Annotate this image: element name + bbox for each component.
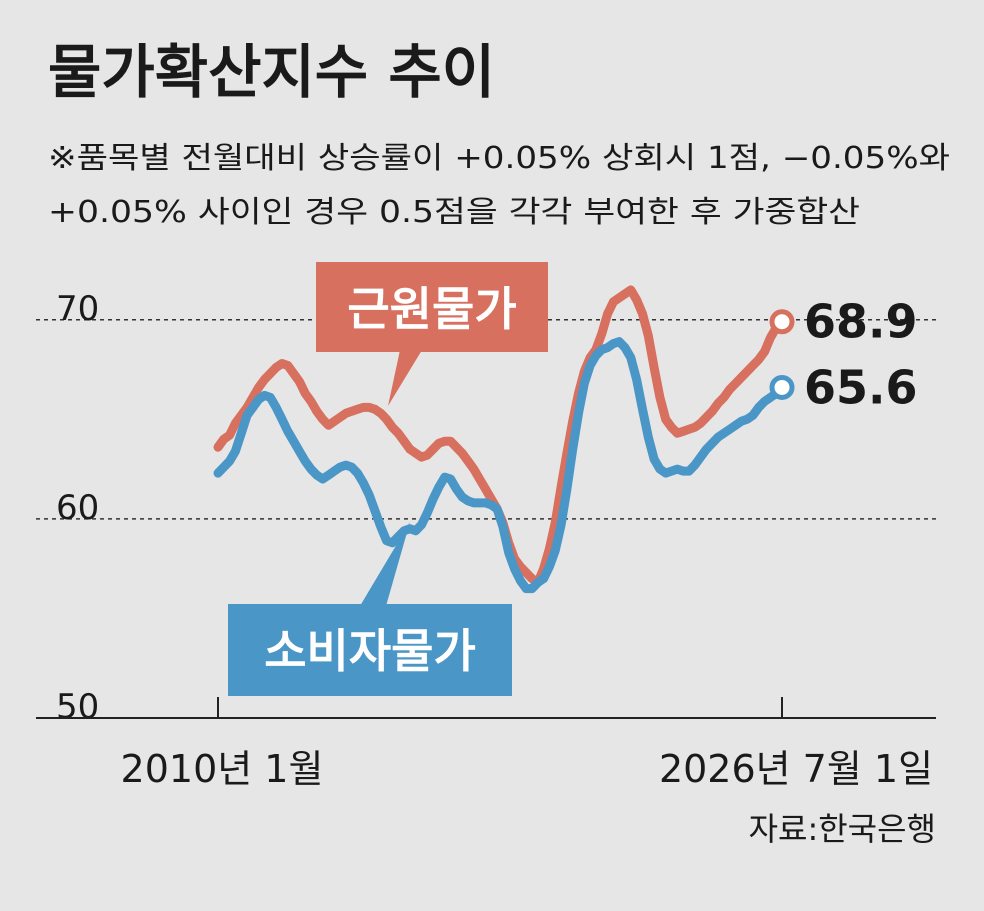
end-value-core: 68.9 (804, 295, 918, 349)
callout-pointer-core (388, 350, 422, 406)
callout-box-cpi (228, 604, 512, 696)
x-axis-label-start: 2010년 1월 (121, 747, 324, 791)
callout-box-core (316, 262, 548, 352)
x-axis-label-end: 2026년 7월 1일 (659, 747, 933, 791)
series-label-core: 근원물가 (347, 282, 516, 336)
source-note: 자료:한국은행 (749, 810, 936, 848)
chart-note-line-1: ※품목별 전월대비 상승률이 +0.05% 상회시 1점, −0.05%와 (48, 141, 950, 176)
end-point-cpi (769, 374, 795, 400)
series-label-cpi: 소비자물가 (264, 624, 476, 678)
y-tick-label: 50 (56, 687, 99, 727)
callout-pointer-cpi (360, 522, 410, 606)
y-axis-ticks: 70 60 50 (56, 289, 99, 727)
chart-note-line-2: +0.05% 사이인 경우 0.5점을 각각 부여한 후 가중합산 (48, 195, 860, 230)
end-point-core (769, 309, 795, 335)
end-value-cpi: 65.6 (804, 360, 918, 414)
series-line-cpi (213, 337, 787, 594)
chart-title: 물가확산지수 추이 (48, 38, 495, 106)
y-tick-label: 70 (56, 289, 99, 329)
y-tick-label: 60 (56, 488, 99, 528)
